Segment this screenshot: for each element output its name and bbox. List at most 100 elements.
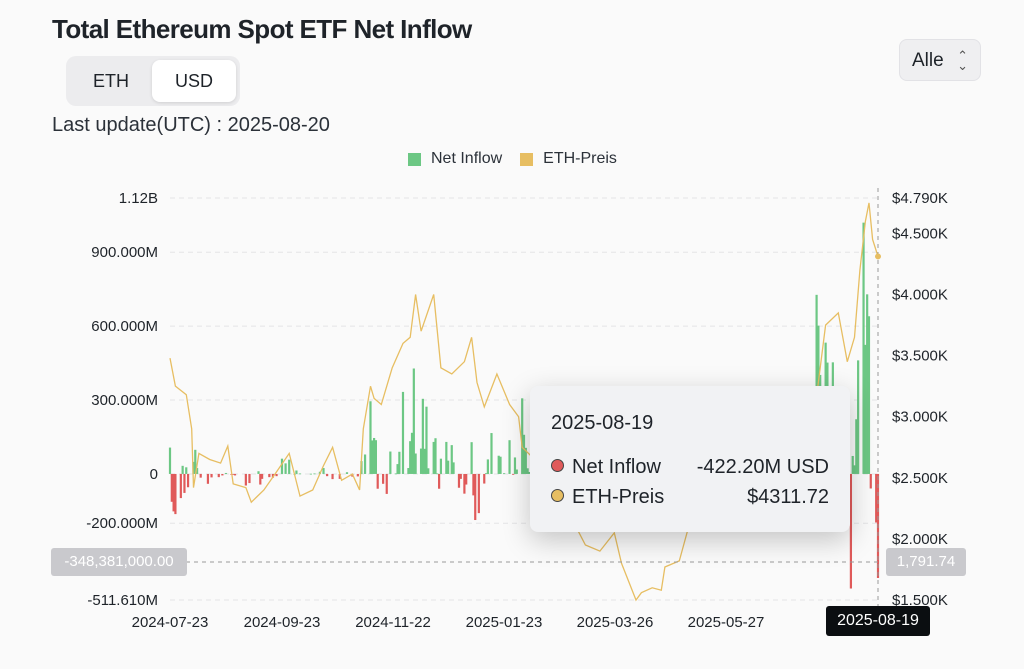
inflow-bar	[199, 473, 202, 478]
inflow-bar	[183, 473, 186, 493]
inflow-bar	[419, 448, 423, 474]
inflow-bar	[385, 473, 388, 494]
inflow-bar	[382, 473, 385, 484]
unit-usd-button[interactable]: USD	[152, 60, 236, 102]
inflow-bar	[512, 473, 515, 475]
inflow-bar	[438, 473, 441, 489]
inflow-bar	[271, 473, 275, 478]
inflow-bar	[345, 472, 349, 474]
legend-label-net-inflow: Net Inflow	[431, 150, 503, 167]
inflow-bar	[221, 473, 224, 476]
tooltip-date: 2025-08-19	[551, 412, 654, 434]
inflow-bar	[284, 463, 287, 474]
inflow-bar	[490, 433, 493, 474]
inflow-bar	[869, 473, 872, 489]
inflow-bar	[394, 473, 397, 475]
range-select[interactable]: Alle ⌃ ⌄	[899, 39, 981, 81]
inflow-bar	[206, 473, 210, 484]
inflow-bar	[401, 391, 405, 474]
inflow-bar	[474, 473, 477, 521]
inflow-bar	[522, 434, 526, 474]
inflow-bar	[864, 344, 867, 474]
inflow-bar	[486, 459, 489, 474]
y-left-tick-label: 300.000M	[91, 392, 158, 409]
unit-toggle: ETH USD	[66, 56, 240, 106]
inflow-bar	[181, 465, 184, 474]
inflow-bar	[450, 445, 453, 474]
inflow-bar	[338, 473, 341, 479]
tooltip-value-eth-price: $4311.72	[747, 486, 829, 508]
inflow-bar	[244, 473, 247, 486]
inflow-bar	[257, 471, 260, 474]
inflow-bar	[224, 472, 228, 474]
inflow-bar	[445, 441, 448, 474]
inflow-bar	[363, 454, 367, 474]
y-right-tick-label: $2.000K	[892, 531, 948, 548]
inflow-bar	[414, 453, 417, 474]
inflow-bar	[275, 473, 278, 477]
inflow-bar	[195, 468, 199, 474]
inflow-bar	[524, 447, 527, 474]
inflow-bar	[185, 467, 188, 474]
inflow-bar	[484, 473, 488, 475]
range-select-value: Alle	[912, 50, 944, 71]
inflow-bar	[472, 473, 475, 496]
x-tick-label: 2025-01-23	[466, 614, 543, 631]
inflow-bar	[233, 473, 237, 476]
tooltip-row-net-inflow: Net Inflow -422.20M USD	[551, 456, 829, 479]
inflow-bar	[503, 473, 506, 475]
inflow-bar	[875, 473, 878, 523]
legend-item-eth-price[interactable]: ETH-Preis	[520, 150, 617, 168]
inflow-bar	[427, 468, 430, 474]
inflow-bar	[862, 222, 865, 474]
legend-swatch-eth-price	[520, 152, 534, 166]
inflow-bar	[407, 468, 410, 474]
inflow-bar	[288, 459, 291, 474]
inflow-bar	[851, 455, 854, 474]
inflow-bar	[295, 470, 298, 474]
inflow-bar	[432, 441, 435, 474]
inflow-bar	[423, 448, 426, 474]
inflow-bar	[326, 473, 329, 477]
inflow-bar	[372, 437, 376, 474]
y-left-tick-label: 600.000M	[91, 318, 158, 335]
tooltip-dot-net-inflow	[551, 459, 564, 472]
tooltip-dot-eth-price	[551, 489, 564, 502]
inflow-bar	[459, 473, 462, 479]
y-left-tick-label: 1.12B	[119, 190, 158, 207]
x-tick-label: 2024-07-23	[132, 614, 209, 631]
crosshair-right-value-badge: 1,791.74	[886, 548, 966, 576]
inflow-bar	[268, 473, 271, 478]
inflow-bar	[248, 473, 251, 484]
chart-tooltip: 2025-08-19 Net Inflow -422.20M USD ETH-P…	[530, 386, 850, 532]
inflow-bar	[508, 440, 511, 474]
tooltip-value-net-inflow: -422.20M USD	[696, 456, 829, 478]
tooltip-row-eth-price: ETH-Preis $4311.72	[551, 486, 829, 509]
last-update-text: Last update(UTC) : 2025-08-20	[52, 114, 330, 136]
y-right-tick-label: $1.500K	[892, 592, 948, 609]
inflow-bar	[470, 442, 473, 474]
chevron-updown-icon: ⌃ ⌄	[957, 48, 968, 73]
inflow-bar	[259, 473, 262, 485]
x-axis-labels: 2024-07-23 2024-09-23 2024-11-22 2025-01-23…	[132, 614, 765, 631]
y-left-tick-label: -511.610M	[87, 592, 158, 609]
y-left-tick-label: -200.000M	[86, 515, 158, 532]
inflow-bar	[356, 473, 359, 477]
unit-eth-button[interactable]: ETH	[93, 71, 129, 91]
inflow-bar	[396, 464, 399, 474]
inflow-bar	[261, 473, 264, 479]
inflow-bar	[528, 471, 531, 474]
legend-item-net-inflow[interactable]: Net Inflow	[408, 150, 502, 168]
inflow-bar	[515, 469, 518, 474]
legend-label-eth-price: ETH-Preis	[543, 150, 617, 167]
x-tick-label: 2025-05-27	[688, 614, 765, 631]
inflow-bar	[425, 406, 428, 474]
inflow-bar	[513, 457, 517, 474]
inflow-bar	[447, 460, 450, 474]
inflow-bar	[499, 456, 502, 474]
price-hover-dot	[875, 253, 881, 260]
x-tick-label: 2025-03-26	[577, 614, 654, 631]
crosshair-left-value-badge: -348,381,000.00	[51, 548, 187, 576]
inflow-bar	[477, 473, 480, 514]
inflow-bar	[521, 398, 524, 474]
